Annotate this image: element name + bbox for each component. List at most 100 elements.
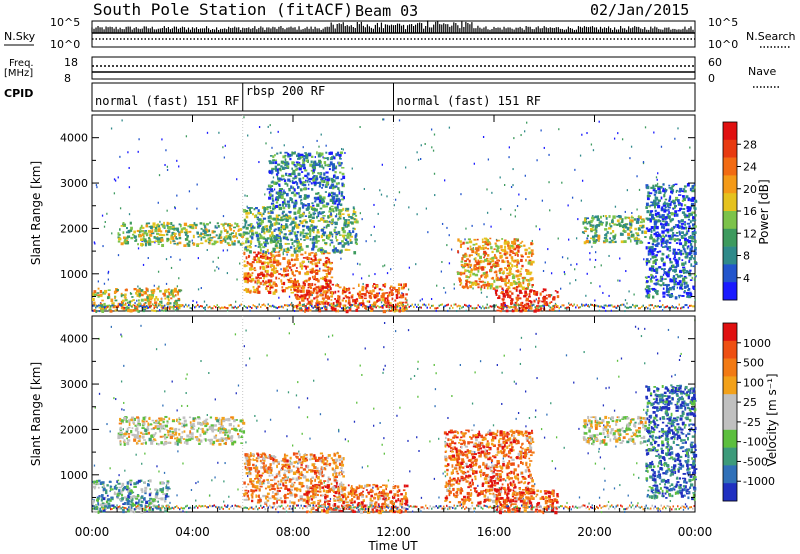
echo-cell: [282, 155, 286, 159]
echo-cell: [143, 231, 147, 235]
echo-cell: [377, 212, 379, 215]
echo-cell: [256, 280, 260, 284]
echo-cell: [664, 187, 667, 190]
echo-cell: [407, 303, 409, 306]
echo-cell: [636, 218, 640, 221]
echo-cell: [300, 264, 304, 268]
echo-cell: [542, 304, 544, 307]
echo-cell: [554, 309, 556, 312]
echo-cell: [334, 221, 338, 226]
echo-cell: [255, 253, 258, 258]
echo-cell: [495, 257, 498, 259]
echo-cell: [314, 283, 317, 286]
echo-cell: [585, 303, 587, 306]
echo-cell: [298, 282, 300, 286]
echo-cell: [259, 252, 262, 255]
echo-cell: [341, 227, 345, 231]
echo-cell: [319, 289, 322, 292]
echo-cell: [188, 230, 192, 233]
echo-cell: [393, 305, 397, 309]
echo-cell: [600, 305, 602, 308]
echo-cell: [649, 213, 652, 217]
echo-cell: [260, 235, 263, 238]
nsky-trace: [91, 20, 695, 40]
echo-cell: [270, 190, 274, 193]
echo-cell: [310, 299, 314, 303]
echo-cell: [325, 144, 327, 147]
echo-cell: [202, 236, 206, 239]
echo-cell: [251, 261, 255, 264]
echo-cell: [605, 224, 608, 227]
echo-cell: [280, 248, 283, 251]
echo-cell: [327, 358, 329, 361]
echo-cell: [681, 231, 685, 234]
echo-cell: [486, 243, 490, 246]
nsearch-tick-top: 10^5: [708, 16, 738, 29]
echo-cell: [287, 259, 291, 263]
echo-cell: [494, 254, 496, 258]
echo-cell: [254, 231, 258, 235]
echo-cell: [278, 183, 281, 186]
echo-cell: [268, 191, 271, 195]
echo-cell: [657, 305, 659, 308]
echo-cell: [650, 258, 652, 261]
echo-cell: [458, 279, 461, 283]
echo-cell: [388, 306, 391, 309]
echo-cell: [315, 175, 318, 178]
echo-cell: [175, 236, 177, 240]
echo-cell: [288, 173, 292, 176]
echo-cell: [265, 254, 268, 256]
echo-cell: [134, 240, 137, 242]
echo-cell: [663, 209, 667, 213]
echo-cell: [317, 235, 321, 238]
echo-cell: [156, 306, 158, 309]
echo-cell: [325, 275, 329, 278]
echo-cell: [282, 162, 285, 165]
echo-cell: [210, 307, 212, 310]
echo-cell: [312, 270, 317, 274]
echo-cell: [269, 418, 272, 421]
echo-cell: [344, 234, 348, 237]
echo-cell: [376, 299, 380, 302]
echo-cell: [649, 308, 651, 311]
echo-cell: [373, 203, 375, 206]
echo-cell: [303, 279, 307, 283]
echo-cell: [483, 223, 485, 226]
echo-cell: [164, 309, 167, 312]
echo-cell: [646, 185, 650, 190]
echo-cell: [122, 306, 124, 309]
echo-cell: [655, 282, 659, 285]
echo-cell: [280, 273, 284, 277]
echo-cell: [603, 237, 608, 240]
echo-cell: [691, 196, 695, 201]
echo-cell: [96, 294, 100, 296]
echo-cell: [310, 160, 313, 164]
echo-cell: [264, 250, 268, 254]
echo-cell: [677, 248, 681, 251]
echo-cell: [201, 305, 203, 308]
echo-cell: [331, 235, 334, 238]
echo-cell: [98, 337, 100, 340]
echo-cell: [285, 166, 288, 169]
echo-cell: [209, 236, 211, 239]
echo-cell: [350, 295, 354, 299]
echo-cell: [147, 229, 152, 233]
echo-cell: [382, 118, 384, 121]
echo-cell: [650, 229, 653, 234]
echo-cell: [302, 160, 305, 164]
echo-cell: [365, 305, 367, 308]
echo-cell: [661, 230, 665, 234]
echo-cell: [527, 261, 531, 265]
echo-cell: [119, 303, 121, 306]
echo-cell: [656, 231, 659, 233]
echo-cell: [653, 204, 656, 207]
echo-cell: [200, 232, 203, 236]
echo-cell: [209, 221, 212, 224]
echo-cell: [509, 249, 513, 253]
echo-cell: [325, 235, 328, 239]
echo-cell: [524, 291, 528, 294]
echo-cell: [592, 237, 596, 241]
echo-cell: [612, 241, 615, 244]
echo-cell: [285, 223, 288, 227]
echo-cell: [313, 241, 317, 244]
